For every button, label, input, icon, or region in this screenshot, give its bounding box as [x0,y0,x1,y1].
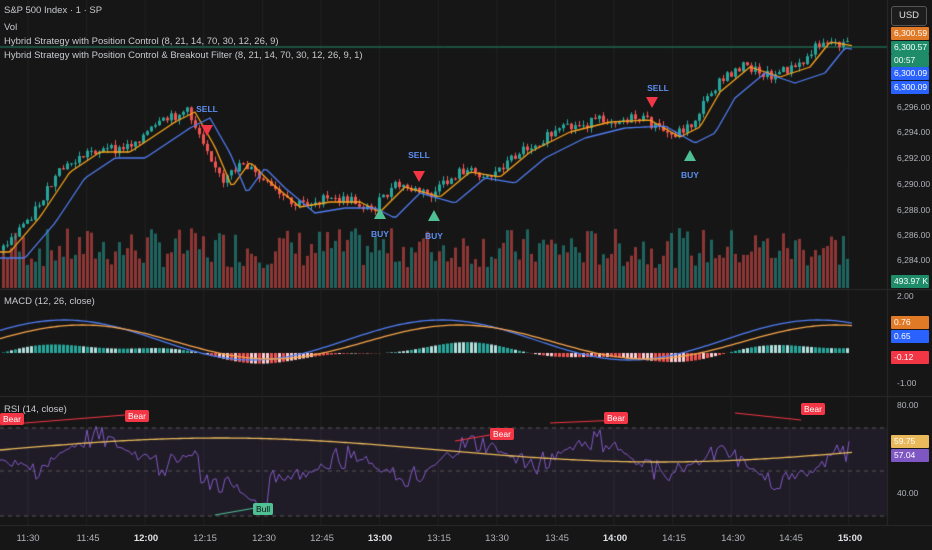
indicator-legend-1[interactable]: Hybrid Strategy with Position Control (8… [4,36,279,47]
macd-legend[interactable]: MACD (12, 26, close) [4,296,95,307]
bear-divergence-label: Bear [125,410,149,422]
macd-tick: 2.00 [897,291,914,301]
indicator-legend-2[interactable]: Hybrid Strategy with Position Control & … [4,50,363,61]
time-tick: 12:00 [133,533,159,544]
rsi-ma-tag: 59.75 [891,435,929,448]
time-tick: 12:45 [310,533,334,544]
bull-divergence-label: Bull [253,503,274,515]
price-tick: 6,290.00 [897,179,931,189]
symbol-title[interactable]: S&P 500 Index · 1 · SP [4,5,103,16]
price-tick: 6,296.00 [897,102,931,112]
price-tag-countdown: 00:57 [891,54,929,67]
buy-arrow-icon [428,210,440,221]
volume-legend[interactable]: Vol [4,22,18,33]
price-tag-ema-slow: 6,300.09 [891,67,929,80]
volume-tag: 493.97 K [891,275,929,288]
macd-signal-tag: 0.76 [891,316,929,329]
time-tick: 11:45 [76,533,100,544]
time-tick: 11:30 [16,533,40,544]
macd-line-tag: 0.65 [891,330,929,343]
price-tag-ema-slow-2: 6,300.09 [891,81,929,94]
buy-signal-label: BUY [425,231,443,241]
bear-divergence-label: Bear [604,412,628,424]
price-tag-ema: 6,300.59 [891,27,929,40]
time-tick: 14:45 [779,533,803,544]
rsi-tick: 40.00 [897,488,919,498]
time-tick: 14:00 [602,533,628,544]
time-tick: 12:15 [193,533,217,544]
macd-hist-tag: -0.12 [891,351,929,364]
macd-tick: -1.00 [897,378,917,388]
time-tick: 13:30 [485,533,509,544]
time-tick: 14:30 [721,533,745,544]
time-tick: 15:00 [837,533,863,544]
time-tick: 13:45 [545,533,569,544]
sell-arrow-icon [646,97,658,108]
bear-divergence-label: Bear [0,413,24,425]
price-tick: 6,288.00 [897,205,931,215]
sell-signal-label: SELL [647,83,669,93]
currency-button[interactable]: USD [891,6,927,26]
price-tick: 6,292.00 [897,153,931,163]
sell-signal-label: SELL [196,104,218,114]
sell-arrow-icon [413,171,425,182]
bear-divergence-label: Bear [490,428,514,440]
buy-signal-label: BUY [681,170,699,180]
price-tick: 6,284.00 [897,255,931,265]
bear-divergence-label: Bear [801,403,825,415]
buy-arrow-icon [374,208,386,219]
price-tick: 6,294.00 [897,127,931,137]
sell-signal-label: SELL [408,150,430,160]
rsi-legend[interactable]: RSI (14, close) [4,404,67,415]
sell-arrow-icon [201,125,213,136]
price-tag-last: 6,300.57 [891,41,929,54]
time-tick: 14:15 [662,533,686,544]
time-tick: 13:15 [427,533,451,544]
price-tick: 6,286.00 [897,230,931,240]
time-tick: 13:00 [367,533,393,544]
buy-arrow-icon [684,150,696,161]
time-tick: 12:30 [252,533,276,544]
rsi-tag: 57.04 [891,449,929,462]
rsi-tick: 80.00 [897,400,919,410]
buy-signal-label: BUY [371,229,389,239]
